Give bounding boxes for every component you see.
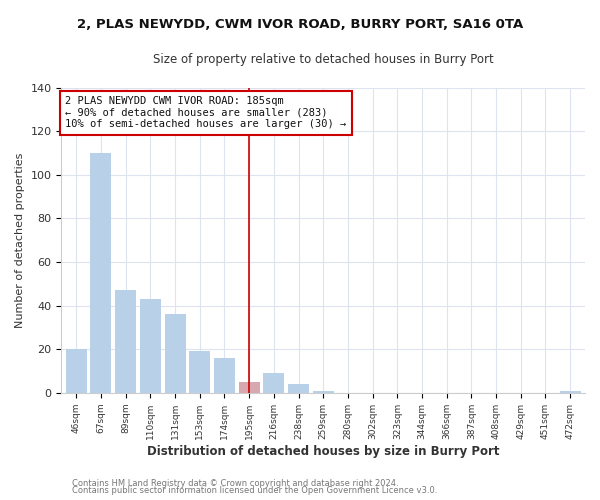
Y-axis label: Number of detached properties: Number of detached properties — [15, 152, 25, 328]
Title: Size of property relative to detached houses in Burry Port: Size of property relative to detached ho… — [153, 52, 494, 66]
Text: Contains HM Land Registry data © Crown copyright and database right 2024.: Contains HM Land Registry data © Crown c… — [72, 478, 398, 488]
Bar — [189, 352, 210, 393]
Bar — [263, 373, 284, 393]
Bar — [164, 314, 185, 393]
Bar — [140, 299, 161, 393]
Bar — [214, 358, 235, 393]
Bar — [239, 382, 260, 393]
Bar — [288, 384, 309, 393]
Text: 2 PLAS NEWYDD CWM IVOR ROAD: 185sqm
← 90% of detached houses are smaller (283)
1: 2 PLAS NEWYDD CWM IVOR ROAD: 185sqm ← 90… — [65, 96, 346, 130]
Bar — [66, 349, 87, 393]
Text: Contains public sector information licensed under the Open Government Licence v3: Contains public sector information licen… — [72, 486, 437, 495]
Bar — [115, 290, 136, 393]
X-axis label: Distribution of detached houses by size in Burry Port: Distribution of detached houses by size … — [147, 444, 499, 458]
Text: 2, PLAS NEWYDD, CWM IVOR ROAD, BURRY PORT, SA16 0TA: 2, PLAS NEWYDD, CWM IVOR ROAD, BURRY POR… — [77, 18, 523, 30]
Bar — [313, 390, 334, 393]
Bar — [91, 153, 112, 393]
Bar — [560, 390, 581, 393]
